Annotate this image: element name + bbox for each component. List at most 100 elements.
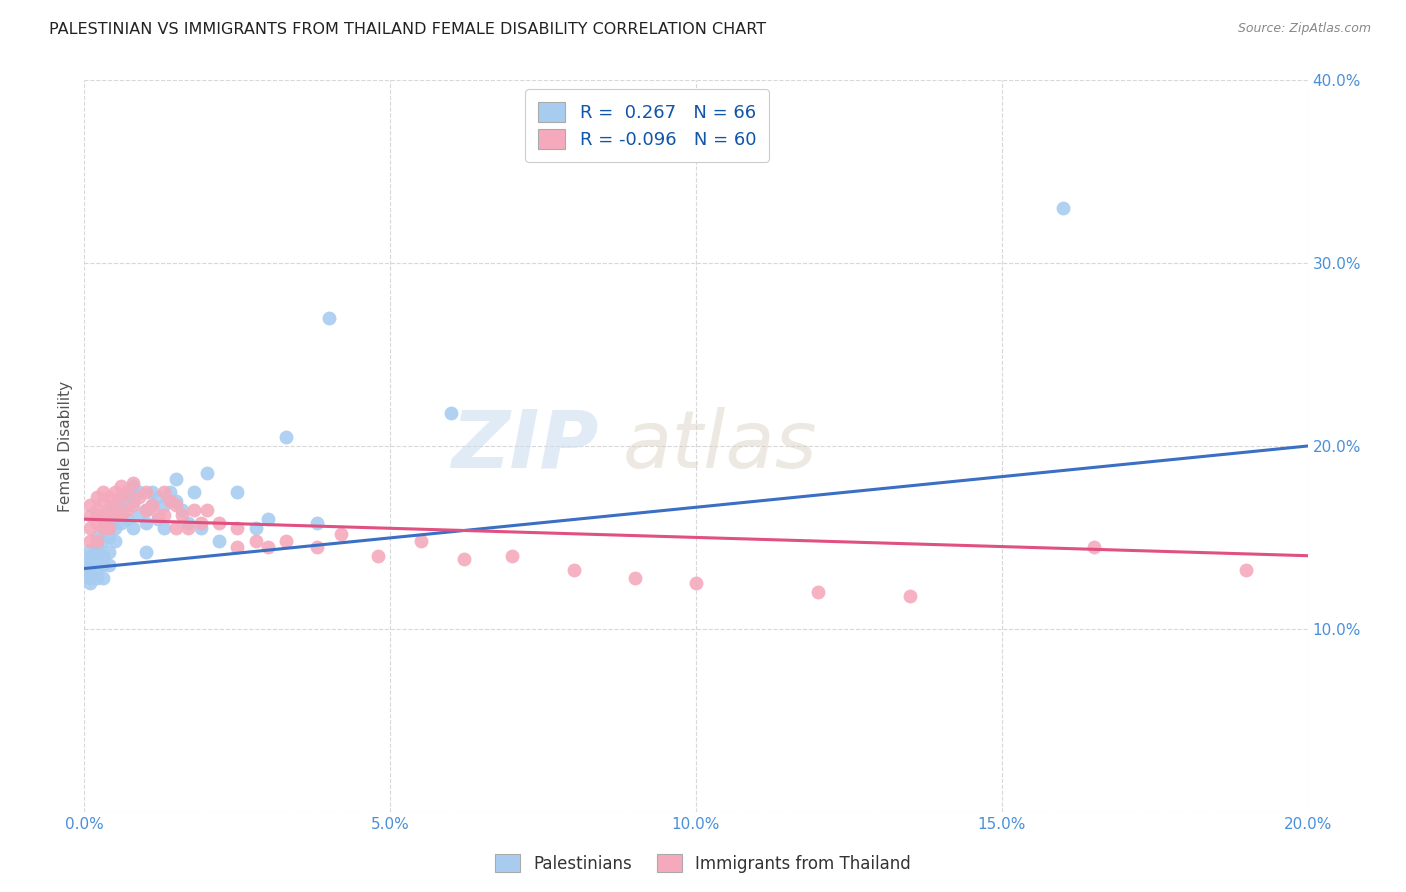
Legend: Palestinians, Immigrants from Thailand: Palestinians, Immigrants from Thailand xyxy=(488,847,918,880)
Point xyxy=(135,484,157,499)
Point xyxy=(208,516,231,530)
Point xyxy=(183,503,205,517)
Point xyxy=(898,589,921,603)
Point xyxy=(115,512,138,526)
Point xyxy=(128,508,150,523)
Point xyxy=(165,521,187,535)
Point xyxy=(110,479,132,493)
Point xyxy=(146,490,169,504)
Point xyxy=(79,521,101,535)
Point xyxy=(245,534,267,549)
Point xyxy=(91,512,114,526)
Point xyxy=(153,484,176,499)
Point xyxy=(86,508,108,523)
Point xyxy=(79,552,101,566)
Point xyxy=(165,494,187,508)
Point xyxy=(165,498,187,512)
Point xyxy=(91,521,114,535)
Point xyxy=(190,516,212,530)
Point xyxy=(1083,540,1105,554)
Point xyxy=(318,310,340,325)
Point xyxy=(91,521,114,535)
Point xyxy=(226,540,249,554)
Point xyxy=(91,549,114,563)
Point xyxy=(146,508,169,523)
Point xyxy=(128,490,150,504)
Point xyxy=(183,484,205,499)
Point xyxy=(86,540,108,554)
Point xyxy=(159,484,181,499)
Point xyxy=(257,512,280,526)
Point xyxy=(276,534,298,549)
Point xyxy=(104,484,127,499)
Point xyxy=(86,534,108,549)
Point xyxy=(86,545,108,559)
Point xyxy=(141,498,163,512)
Point xyxy=(208,534,231,549)
Point xyxy=(153,498,176,512)
Point xyxy=(122,521,145,535)
Point xyxy=(97,521,120,535)
Point xyxy=(91,558,114,572)
Point xyxy=(502,549,524,563)
Point xyxy=(135,503,157,517)
Point xyxy=(330,526,353,541)
Point xyxy=(190,521,212,535)
Point xyxy=(122,475,145,490)
Point xyxy=(79,558,101,572)
Point xyxy=(115,503,138,517)
Point xyxy=(86,530,108,544)
Point xyxy=(79,508,101,523)
Point xyxy=(177,521,200,535)
Point xyxy=(97,545,120,559)
Point xyxy=(305,540,328,554)
Point xyxy=(135,545,157,559)
Point xyxy=(79,549,101,563)
Point xyxy=(305,516,328,530)
Point xyxy=(409,534,432,549)
Text: PALESTINIAN VS IMMIGRANTS FROM THAILAND FEMALE DISABILITY CORRELATION CHART: PALESTINIAN VS IMMIGRANTS FROM THAILAND … xyxy=(49,22,766,37)
Text: Source: ZipAtlas.com: Source: ZipAtlas.com xyxy=(1237,22,1371,36)
Point xyxy=(226,521,249,535)
Point xyxy=(146,512,169,526)
Point xyxy=(1052,201,1074,215)
Point xyxy=(97,516,120,530)
Point xyxy=(115,484,138,499)
Point xyxy=(86,552,108,566)
Point xyxy=(141,498,163,512)
Point xyxy=(110,508,132,523)
Point xyxy=(86,490,108,504)
Point xyxy=(122,498,145,512)
Point xyxy=(110,490,132,504)
Point xyxy=(122,479,145,493)
Point xyxy=(453,552,475,566)
Point xyxy=(79,534,101,549)
Point xyxy=(91,534,114,549)
Point xyxy=(276,430,298,444)
Point xyxy=(91,571,114,585)
Point xyxy=(104,508,127,523)
Point xyxy=(177,516,200,530)
Point xyxy=(159,494,181,508)
Point xyxy=(624,571,647,585)
Point xyxy=(1236,563,1258,577)
Point xyxy=(367,549,389,563)
Point xyxy=(97,490,120,504)
Point xyxy=(165,472,187,486)
Point xyxy=(79,567,101,582)
Point xyxy=(104,508,127,523)
Point xyxy=(104,498,127,512)
Point xyxy=(153,508,176,523)
Point xyxy=(245,521,267,535)
Point xyxy=(110,503,132,517)
Point xyxy=(195,467,218,481)
Point xyxy=(97,503,120,517)
Point xyxy=(97,503,120,517)
Point xyxy=(172,503,194,517)
Point xyxy=(79,561,101,575)
Point xyxy=(115,498,138,512)
Point xyxy=(685,576,707,591)
Point xyxy=(104,521,127,535)
Point xyxy=(440,406,463,420)
Text: atlas: atlas xyxy=(623,407,817,485)
